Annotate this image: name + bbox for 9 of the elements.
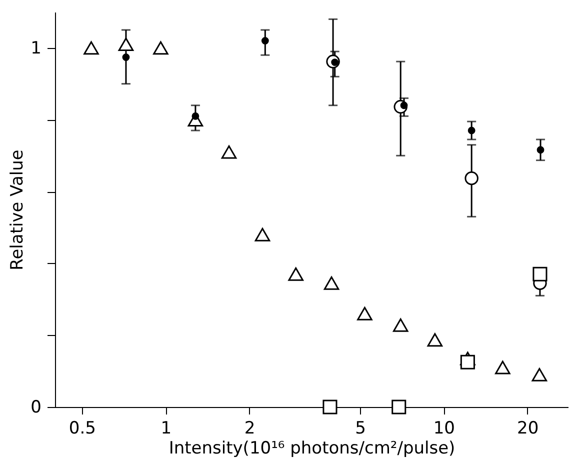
x-tick-label: 10 bbox=[433, 418, 455, 438]
x-tick-label: 0.5 bbox=[68, 418, 96, 438]
x-tick-label: 2 bbox=[244, 418, 256, 438]
x-tick-label: 20 bbox=[517, 418, 539, 438]
x-tick-label: 5 bbox=[355, 418, 366, 438]
x-tick-label: 1 bbox=[160, 418, 172, 438]
x-axis-title: Intensity(10¹⁶ photons/cm²/pulse) bbox=[168, 438, 456, 458]
y-axis-title: Relative Value bbox=[8, 150, 28, 270]
y-tick-label: 0 bbox=[30, 398, 42, 418]
